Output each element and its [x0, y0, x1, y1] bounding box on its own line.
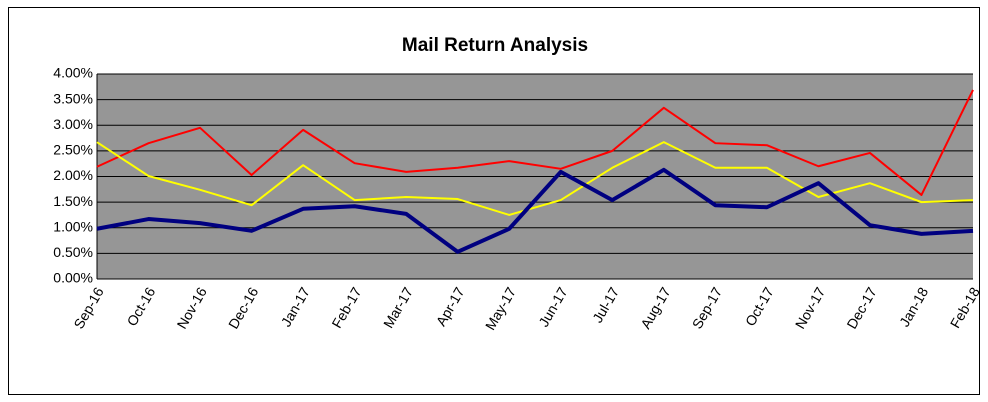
y-tick-label: 3.50%: [53, 90, 93, 106]
y-tick-label: 2.50%: [53, 142, 93, 158]
y-tick-label: 1.00%: [53, 218, 93, 234]
y-tick-label: 1.50%: [53, 193, 93, 209]
y-tick-label: 0.50%: [53, 244, 93, 260]
series-line: [96, 89, 974, 196]
y-tick-label: 2.00%: [53, 167, 93, 183]
y-tick-label: 0.00%: [53, 270, 93, 286]
chart-title: Mail Return Analysis: [402, 35, 588, 56]
series-line: [96, 167, 974, 254]
y-tick-label: 3.00%: [53, 116, 93, 132]
y-tick-label: 4.00%: [53, 65, 93, 81]
series-line: [96, 141, 974, 216]
